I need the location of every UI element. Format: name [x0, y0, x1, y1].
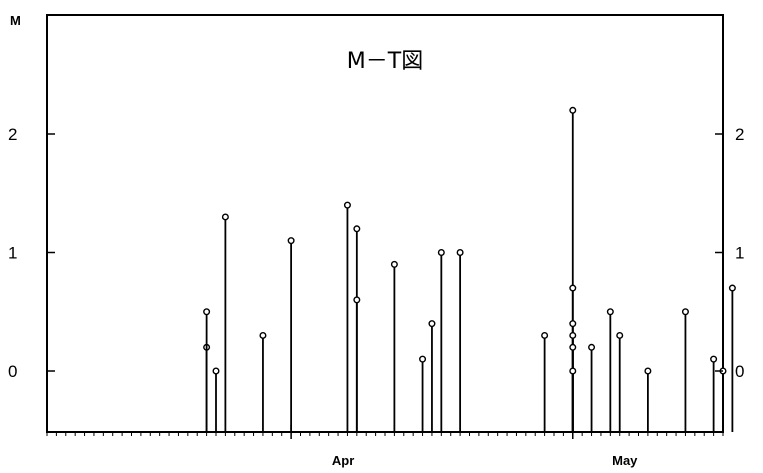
y-tick-label-right: 1: [735, 244, 744, 263]
stem-marker: [681, 308, 689, 316]
plot-frame: [46, 14, 724, 433]
y-axis-title: M: [10, 13, 21, 28]
stems-group: [203, 106, 736, 432]
stem-marker: [728, 284, 736, 292]
stem-marker: [569, 284, 577, 292]
x-month-label: Apr: [332, 453, 354, 468]
x-month-label: May: [612, 453, 638, 468]
stem-marker: [287, 237, 295, 245]
stem-marker: [353, 296, 361, 304]
stem-marker: [428, 320, 436, 328]
stem-marker: [616, 331, 624, 339]
stem-marker: [541, 331, 549, 339]
stem-marker: [343, 201, 351, 209]
stem-marker: [390, 260, 398, 268]
stem-marker: [353, 225, 361, 233]
chart-title: M－T図: [347, 49, 423, 74]
stem-marker: [588, 343, 596, 351]
y-tick-label-right: 0: [735, 362, 744, 381]
stem-marker: [569, 367, 577, 375]
stem-marker: [710, 355, 718, 363]
stem-marker: [569, 343, 577, 351]
stem-marker: [212, 367, 220, 375]
stem-marker: [644, 367, 652, 375]
stem-marker: [569, 106, 577, 114]
stem-marker: [221, 213, 229, 221]
stem-marker: [606, 308, 614, 316]
stem-marker: [569, 320, 577, 328]
y-tick-label-left: 1: [8, 244, 17, 263]
y-tick-label-left: 2: [8, 125, 17, 144]
stem-marker: [569, 331, 577, 339]
stem-marker: [419, 355, 427, 363]
stem-marker: [437, 248, 445, 256]
y-tick-label-right: 2: [735, 125, 744, 144]
ticks-group: 0 0 1 1 2 2 Apr May: [8, 125, 744, 468]
stem-marker: [259, 331, 267, 339]
stem-marker: [203, 308, 211, 316]
y-tick-label-left: 0: [8, 362, 17, 381]
stem-marker: [456, 248, 464, 256]
